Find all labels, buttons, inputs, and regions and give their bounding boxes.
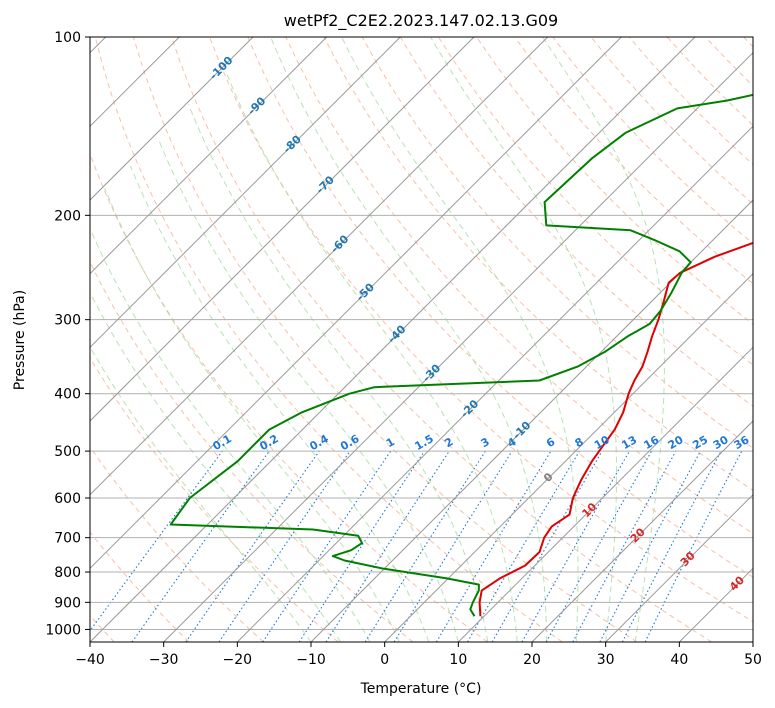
x-tick-label: −20 [223,652,253,668]
isotherm-line [90,37,696,642]
mixing-ratio-line [572,450,677,642]
moist-adiabat-line [90,291,341,642]
y-tick-label: 500 [54,444,81,460]
mixing-ratio-line [393,450,513,642]
x-axis-label: Temperature (°C) [360,681,482,697]
x-tick-label: 50 [744,652,762,668]
moist-adiabat-line [104,188,400,642]
dry-adiabat-line [90,356,339,642]
x-tick-label: 10 [449,652,467,668]
y-tick-label: 300 [54,313,81,329]
x-tick-label: 30 [597,652,615,668]
pressure-gridlines [90,37,753,630]
isotherm-lines [90,37,753,642]
mixing-ratio-line [218,450,351,642]
y-tick-label: 900 [54,595,81,611]
x-tick-label: −40 [75,652,105,668]
x-tick-label: 20 [523,652,541,668]
dry-adiabat-line [90,531,190,642]
mixing-ratio-line [644,450,743,642]
temperature-profile-line [478,241,753,617]
x-axis-ticks: −40 −30 −20 −10 0 10 20 30 40 50 [75,642,762,668]
mixing-ratio-line [545,450,653,642]
isotherm-line [236,125,753,642]
moist-adiabat-line [90,345,312,642]
chart-title: wetPf2_C2E2.2023.147.02.13.G09 [284,11,558,31]
background-lines [90,37,753,642]
y-tick-label: 600 [54,491,81,507]
isotherm-line [384,272,753,642]
moist-adiabat-line [90,227,371,642]
isotherm-line [90,37,622,570]
isotherm-line [605,493,753,642]
y-axis-ticks: 100 200 300 400 500 600 700 800 900 1000 [45,30,90,638]
y-tick-label: 100 [54,30,81,46]
dry-adiabat-line [94,37,563,642]
mixing-ratio-line [298,450,425,642]
moist-adiabat-line [341,37,579,642]
dry-adiabat-line [209,37,753,623]
plot-area [90,37,753,642]
moist-adiabat-line [129,165,430,642]
mixing-ratio-line [90,450,223,632]
moist-adiabat-line [225,72,518,642]
dry-adiabat-line [361,37,753,449]
sounding-profiles [169,93,753,617]
isotherm-line [90,37,254,201]
mixing-ratio-line [131,450,270,642]
isotherm-line [90,37,401,349]
x-tick-label: −10 [296,652,326,668]
mixing-ratio-line [521,450,630,642]
mixing-ratio-line [325,450,450,642]
x-tick-label: 40 [670,652,688,668]
isotherm-line [90,37,328,275]
dry-adiabat-line [171,37,712,642]
y-tick-label: 700 [54,531,81,547]
isotherm-line [90,37,549,496]
mixing-ratio-line [262,450,392,642]
isotherm-line [531,420,753,642]
x-tick-label: −30 [149,652,179,668]
y-tick-label: 400 [54,387,81,403]
moist-adiabat-line [542,37,665,642]
dry-adiabat-line [399,37,753,407]
y-tick-label: 1000 [45,622,81,638]
x-tick-label: 0 [380,652,389,668]
mixing-ratio-line [185,450,320,642]
y-axis-label: Pressure (hPa) [12,290,28,390]
y-tick-label: 800 [54,565,81,581]
dewpoint-profile-line [169,93,753,617]
isotherm-line [90,37,475,422]
y-tick-label: 200 [54,208,81,224]
dry-adiabat-line [90,446,264,642]
isotherm-line [457,346,753,642]
moist-adiabat-line [430,37,617,642]
moist-adiabat-line [270,37,548,642]
isotherm-line [310,199,753,642]
dry-adiabat-line [514,37,753,285]
dry-adiabat-line [247,37,753,578]
plot-frame [89,36,754,643]
isotherm-line [163,51,753,642]
dry-adiabat-line [90,152,488,642]
